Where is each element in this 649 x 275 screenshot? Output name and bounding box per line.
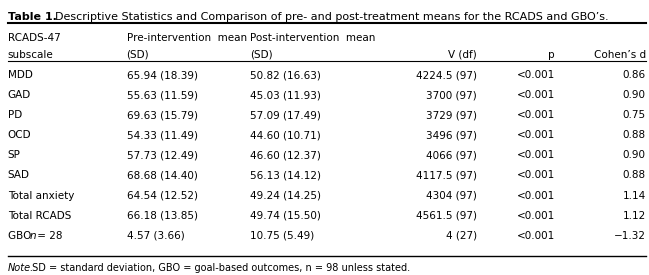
Text: Cohen’s d: Cohen’s d [594,50,646,59]
Text: 3496 (97): 3496 (97) [426,130,477,140]
Text: p: p [548,50,555,59]
Text: Pre-intervention  mean: Pre-intervention mean [127,33,247,43]
Text: = 28: = 28 [34,231,63,241]
Text: <0.001: <0.001 [517,110,555,120]
Text: −1.32: −1.32 [614,231,646,241]
Text: 3700 (97): 3700 (97) [426,90,477,100]
Text: <0.001: <0.001 [517,211,555,221]
Text: (SD): (SD) [250,50,273,59]
Text: 46.60 (12.37): 46.60 (12.37) [250,150,321,160]
Text: <0.001: <0.001 [517,90,555,100]
Text: MDD: MDD [8,70,32,80]
Text: 0.88: 0.88 [622,170,646,180]
Text: 4066 (97): 4066 (97) [426,150,477,160]
Text: 0.90: 0.90 [623,90,646,100]
Text: (SD): (SD) [127,50,149,59]
Text: 64.54 (12.52): 64.54 (12.52) [127,191,197,200]
Text: 0.75: 0.75 [622,110,646,120]
Text: 65.94 (18.39): 65.94 (18.39) [127,70,197,80]
Text: <0.001: <0.001 [517,191,555,200]
Text: 0.88: 0.88 [622,130,646,140]
Text: 54.33 (11.49): 54.33 (11.49) [127,130,197,140]
Text: <0.001: <0.001 [517,150,555,160]
Text: Descriptive Statistics and Comparison of pre- and post-treatment means for the R: Descriptive Statistics and Comparison of… [48,12,609,22]
Text: subscale: subscale [8,50,53,59]
Text: 45.03 (11.93): 45.03 (11.93) [250,90,321,100]
Text: 3729 (97): 3729 (97) [426,110,477,120]
Text: 1.12: 1.12 [622,211,646,221]
Text: Post-intervention  mean: Post-intervention mean [250,33,375,43]
Text: OCD: OCD [8,130,31,140]
Text: n: n [29,231,36,241]
Text: 1.14: 1.14 [622,191,646,200]
Text: 4561.5 (97): 4561.5 (97) [416,211,477,221]
Text: <0.001: <0.001 [517,231,555,241]
Text: 4304 (97): 4304 (97) [426,191,477,200]
Text: SAD: SAD [8,170,30,180]
Text: SD = standard deviation, GBO = goal-based outcomes, n = 98 unless stated.: SD = standard deviation, GBO = goal-base… [29,263,410,273]
Text: 55.63 (11.59): 55.63 (11.59) [127,90,197,100]
Text: 4.57 (3.66): 4.57 (3.66) [127,231,184,241]
Text: 49.74 (15.50): 49.74 (15.50) [250,211,321,221]
Text: <0.001: <0.001 [517,70,555,80]
Text: 68.68 (14.40): 68.68 (14.40) [127,170,197,180]
Text: 44.60 (10.71): 44.60 (10.71) [250,130,321,140]
Text: 56.13 (14.12): 56.13 (14.12) [250,170,321,180]
Text: 57.73 (12.49): 57.73 (12.49) [127,150,197,160]
Text: Note.: Note. [8,263,34,273]
Text: V (df): V (df) [448,50,477,59]
Text: 66.18 (13.85): 66.18 (13.85) [127,211,197,221]
Text: 10.75 (5.49): 10.75 (5.49) [250,231,314,241]
Text: 49.24 (14.25): 49.24 (14.25) [250,191,321,200]
Text: PD: PD [8,110,22,120]
Text: SP: SP [8,150,21,160]
Text: <0.001: <0.001 [517,130,555,140]
Text: RCADS-47: RCADS-47 [8,33,60,43]
Text: 50.82 (16.63): 50.82 (16.63) [250,70,321,80]
Text: Table 1.: Table 1. [8,12,56,22]
Text: 4 (27): 4 (27) [446,231,477,241]
Text: 57.09 (17.49): 57.09 (17.49) [250,110,321,120]
Text: <0.001: <0.001 [517,170,555,180]
Text: Total RCADS: Total RCADS [8,211,71,221]
Text: 0.86: 0.86 [622,70,646,80]
Text: 4224.5 (97): 4224.5 (97) [416,70,477,80]
Text: Total anxiety: Total anxiety [8,191,74,200]
Text: GAD: GAD [8,90,31,100]
Text: 4117.5 (97): 4117.5 (97) [416,170,477,180]
Text: 69.63 (15.79): 69.63 (15.79) [127,110,197,120]
Text: GBO: GBO [8,231,34,241]
Text: 0.90: 0.90 [623,150,646,160]
